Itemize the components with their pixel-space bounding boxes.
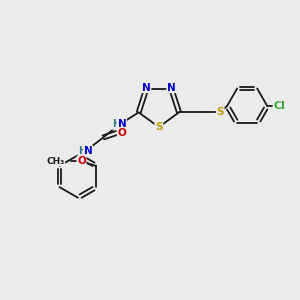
Text: O: O — [77, 157, 86, 166]
Text: H: H — [78, 146, 86, 156]
Text: H: H — [112, 119, 120, 129]
Text: S: S — [217, 107, 224, 117]
Text: O: O — [118, 128, 126, 138]
Text: N: N — [84, 146, 92, 156]
Text: Cl: Cl — [274, 101, 286, 111]
Text: S: S — [155, 122, 163, 132]
Text: N: N — [167, 82, 176, 92]
Text: N: N — [142, 82, 151, 92]
Text: N: N — [118, 119, 126, 129]
Text: CH₃: CH₃ — [46, 157, 65, 166]
